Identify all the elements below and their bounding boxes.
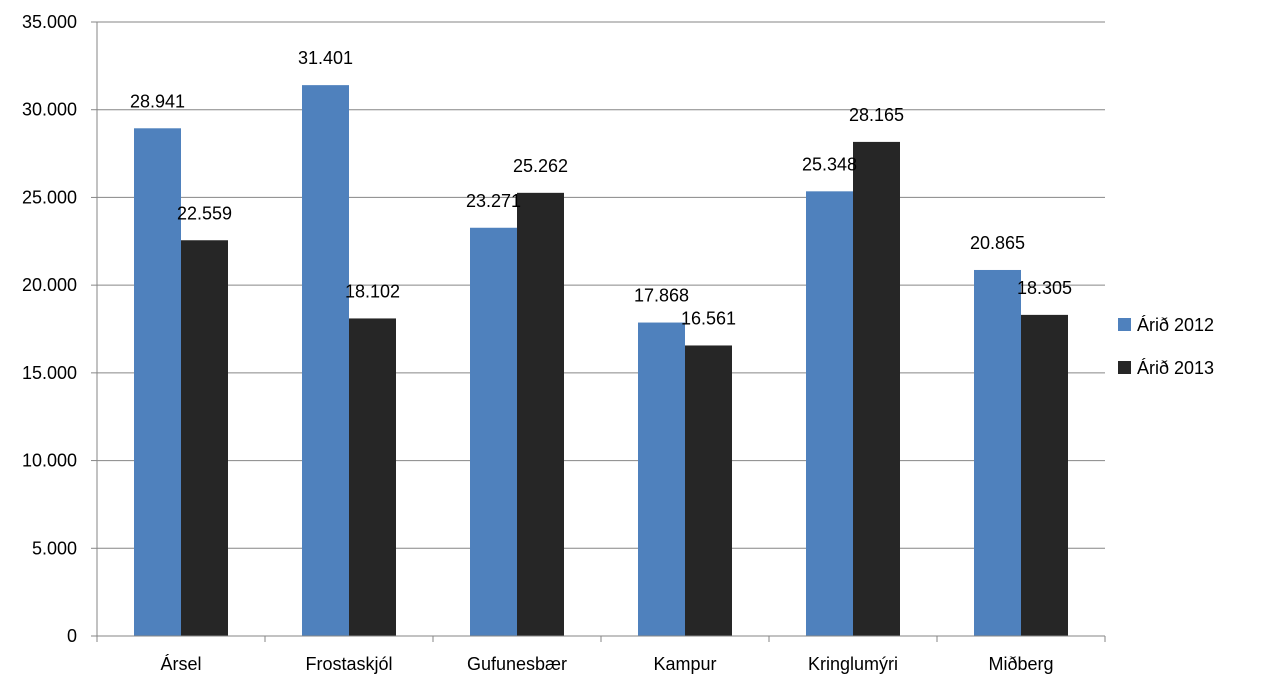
data-label: 25.262 <box>513 156 568 176</box>
data-label: 22.559 <box>177 203 232 223</box>
x-tick-label: Kampur <box>653 654 716 674</box>
data-label: 17.868 <box>634 286 689 306</box>
bar <box>638 322 685 636</box>
bar <box>181 240 228 637</box>
y-axis-ticks: 0 5.000 10.000 15.000 20.000 25.000 30.000 35.0… <box>22 12 77 646</box>
legend-swatch <box>1118 318 1131 331</box>
bar <box>974 269 1021 636</box>
legend-label: Árið 2013 <box>1137 358 1214 378</box>
x-tick-label: Miðberg <box>988 654 1053 674</box>
y-tick-label: 0 <box>67 626 77 646</box>
legend: Árið 2012 Árið 2013 <box>1118 315 1214 378</box>
bar <box>685 345 732 636</box>
gridlines <box>91 21 1105 637</box>
data-label: 28.941 <box>130 91 185 111</box>
data-label: 28.165 <box>849 105 904 125</box>
data-label: 16.561 <box>681 308 736 328</box>
x-tick-label: Kringlumýri <box>808 654 898 674</box>
bars <box>134 85 1068 637</box>
x-tick-label: Ársel <box>160 654 201 674</box>
data-label: 31.401 <box>298 48 353 68</box>
bar <box>134 128 181 636</box>
bar <box>349 318 396 636</box>
y-tick-label: 15.000 <box>22 363 77 383</box>
legend-label: Árið 2012 <box>1137 315 1214 335</box>
data-label: 25.348 <box>802 154 857 174</box>
y-tick-label: 30.000 <box>22 100 77 120</box>
y-tick-label: 5.000 <box>32 538 77 558</box>
data-label: 20.865 <box>970 233 1025 253</box>
x-tick-label: Frostaskjól <box>305 654 392 674</box>
data-label: 18.102 <box>345 281 400 301</box>
bar <box>806 191 853 636</box>
bar <box>517 192 564 636</box>
axes <box>91 22 1106 642</box>
y-tick-label: 25.000 <box>22 187 77 207</box>
y-tick-label: 10.000 <box>22 451 77 471</box>
legend-swatch <box>1118 361 1131 374</box>
y-tick-label: 35.000 <box>22 12 77 32</box>
y-tick-label: 20.000 <box>22 275 77 295</box>
bar <box>1021 314 1068 636</box>
bar <box>853 141 900 636</box>
x-tick-label: Gufunesbær <box>467 654 567 674</box>
bar <box>302 85 349 637</box>
data-labels: 28.941 22.559 31.401 18.102 23.271 25.262 17.8… <box>130 48 1072 328</box>
x-axis-labels: Ársel Frostaskjól Gufunesbær Kampur Kringlum… <box>160 654 1053 674</box>
data-label: 23.271 <box>466 191 521 211</box>
bar <box>470 227 517 636</box>
data-label: 18.305 <box>1017 278 1072 298</box>
